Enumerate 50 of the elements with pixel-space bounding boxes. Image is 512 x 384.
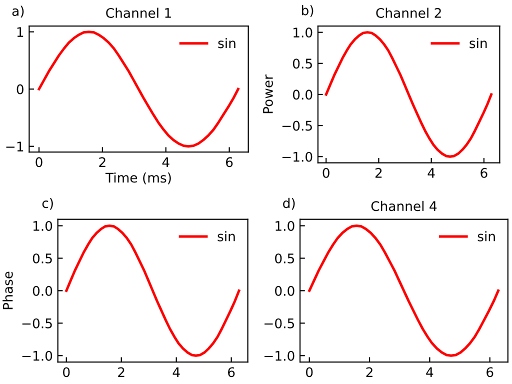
x-tick-label: 4 [162, 157, 170, 167]
x-tick-label: 4 [172, 367, 180, 377]
text: c) [42, 198, 53, 210]
legend-label: sin [218, 231, 235, 242]
x-tick-label: 6 [228, 367, 235, 378]
y-tick-label: 0 [16, 84, 24, 94]
y-tick-label: 0.0 [32, 286, 52, 296]
y-tick-label: 0.5 [292, 58, 312, 69]
text: a) [12, 6, 24, 18]
line-series [324, 31, 493, 158]
y-tick-label: −0.5 [22, 318, 52, 328]
y-tick-label: 0.0 [275, 286, 294, 296]
y-tick-label: 0.5 [275, 253, 294, 264]
x-tick-label: 2 [118, 367, 124, 377]
legend-label: sin [470, 38, 487, 48]
x-tick-label: 4 [426, 367, 434, 377]
y-tick-label: 0.0 [292, 90, 312, 100]
y-tick-label: −1 [6, 142, 24, 152]
legend-label: sin [218, 38, 236, 48]
line-series [308, 224, 500, 357]
x-tick-label: 0 [63, 367, 70, 378]
text: d) [283, 198, 295, 210]
y-tick-label: 1.0 [33, 220, 52, 231]
y-tick-label: −1.0 [264, 350, 294, 361]
y-tick-label: −0.5 [264, 318, 294, 328]
x-tick-label: 2 [375, 168, 382, 178]
chart-title: Channel 4 [371, 200, 437, 212]
y-tick-label: −1.0 [22, 350, 52, 361]
y-axis-title: Phase [2, 272, 13, 310]
y-tick-label: −1.0 [282, 152, 312, 162]
y-tick-label: 1 [17, 27, 24, 37]
chart-title: Channel 2 [376, 8, 441, 18]
text: b) [302, 5, 314, 17]
y-tick-label: 1.0 [294, 28, 312, 38]
y-axis-title: Power [263, 74, 273, 114]
x-tick-label: 6 [226, 157, 233, 168]
y-tick-label: −0.5 [282, 120, 312, 131]
x-tick-label: 2 [99, 157, 106, 167]
x-axis-title: Time (ms) [105, 172, 171, 184]
line-series [65, 224, 240, 357]
x-tick-label: 2 [366, 367, 372, 377]
chart-title: Channel 1 [106, 8, 171, 18]
x-tick-label: 6 [480, 168, 488, 178]
x-tick-label: 6 [486, 367, 494, 378]
x-tick-label: 4 [428, 168, 435, 178]
y-tick-label: 0.5 [32, 253, 52, 264]
legend-label: sin [478, 231, 495, 242]
line-series [38, 30, 240, 148]
x-tick-label: 0 [322, 168, 330, 178]
y-tick-label: 1.0 [276, 220, 294, 231]
